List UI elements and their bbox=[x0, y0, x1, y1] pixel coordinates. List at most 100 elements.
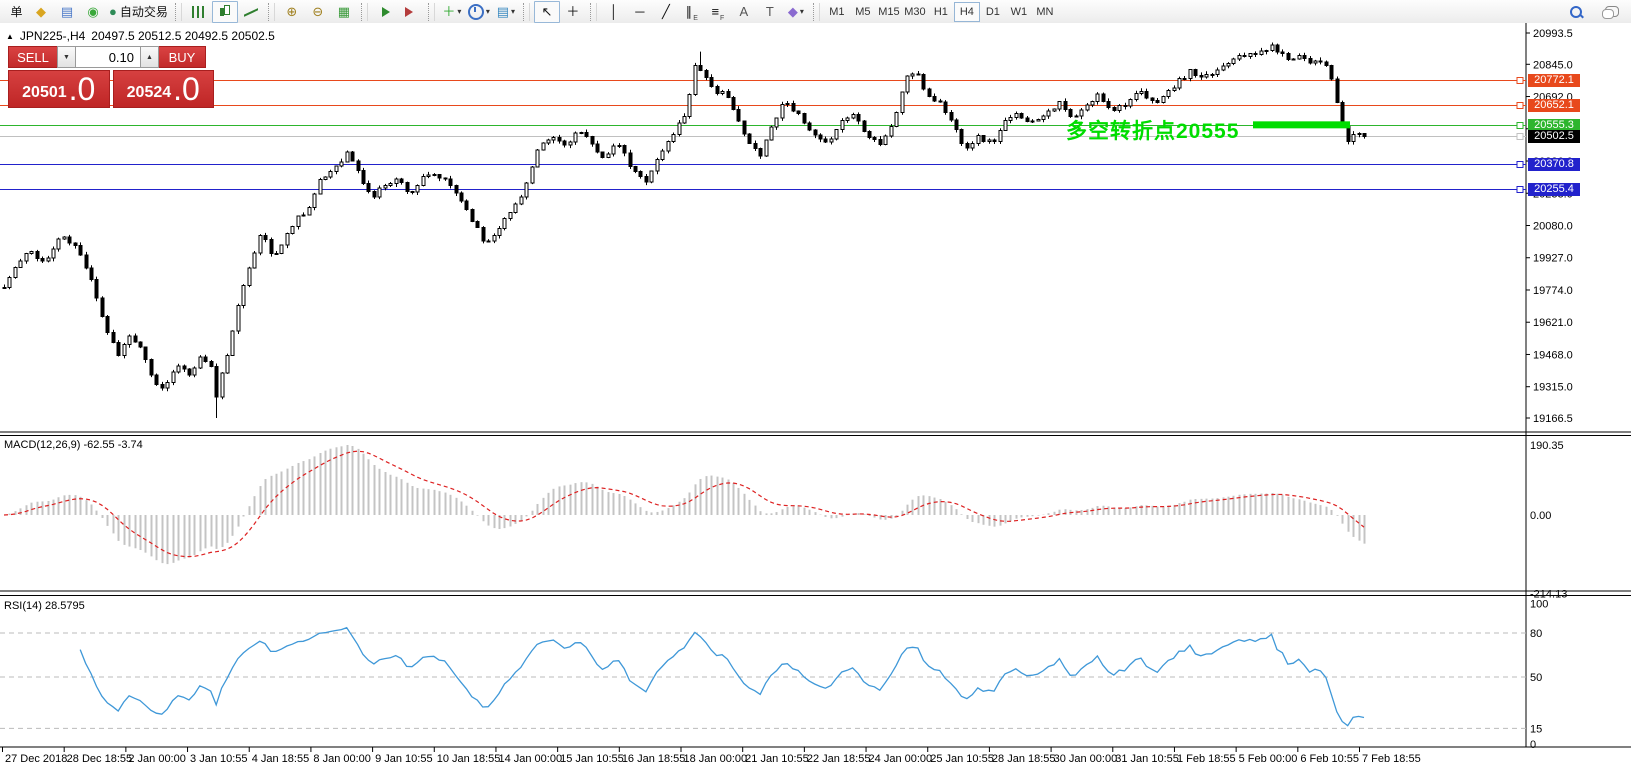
volume-up-button[interactable]: ▲ bbox=[140, 46, 159, 68]
svg-text:0: 0 bbox=[1530, 739, 1536, 751]
svg-text:19774.0: 19774.0 bbox=[1533, 285, 1573, 297]
arrows-button[interactable]: ◆ ▾ bbox=[783, 1, 809, 23]
horizontal-line-button[interactable]: ─ bbox=[627, 1, 653, 23]
timeframe-h1-button[interactable]: H1 bbox=[933, 5, 948, 18]
equidistant-channel-icon: ∥ bbox=[685, 4, 693, 19]
fibonacci-button[interactable]: ≡ F bbox=[705, 1, 731, 23]
alerts-button[interactable]: ◉ bbox=[80, 1, 106, 23]
auto-scroll-icon bbox=[382, 6, 391, 17]
bid-price-box[interactable]: 20501 .0 bbox=[8, 70, 110, 108]
indicators-dropdown-icon[interactable]: ▾ bbox=[457, 7, 462, 16]
svg-text:19927.0: 19927.0 bbox=[1533, 253, 1573, 265]
svg-text:25 Jan 10:55: 25 Jan 10:55 bbox=[930, 753, 994, 765]
ask-price-box[interactable]: 20524 .0 bbox=[112, 70, 214, 108]
chat-button[interactable] bbox=[1599, 1, 1625, 23]
svg-text:18 Jan 00:00: 18 Jan 00:00 bbox=[684, 753, 748, 765]
vertical-line-button[interactable]: │ bbox=[601, 1, 627, 23]
svg-text:19315.0: 19315.0 bbox=[1533, 382, 1573, 394]
text-button[interactable]: A bbox=[731, 1, 757, 23]
collapse-triangle-icon[interactable]: ▲ bbox=[6, 31, 14, 41]
trendline-button[interactable]: ╱ bbox=[653, 1, 679, 23]
macd-histogram bbox=[8, 445, 1366, 565]
crosshair-button[interactable]: ＋ bbox=[560, 1, 586, 23]
macd-signal-line bbox=[3, 450, 1365, 558]
indicators-button[interactable]: ＋ ▾ bbox=[439, 1, 465, 23]
svg-text:3 Jan 10:55: 3 Jan 10:55 bbox=[190, 753, 248, 765]
metaeditor-icon: ◆ bbox=[36, 4, 46, 19]
svg-text:27 Dec 2018: 27 Dec 2018 bbox=[5, 753, 67, 765]
chat-icon bbox=[1602, 6, 1619, 19]
timeframe-m5-button[interactable]: M5 bbox=[855, 5, 871, 18]
timeframe-m15-button[interactable]: M15 bbox=[878, 5, 900, 18]
new-order-button[interactable]: 单 bbox=[2, 1, 28, 23]
svg-text:20845.0: 20845.0 bbox=[1533, 59, 1573, 71]
auto-scroll-button[interactable] bbox=[372, 1, 398, 23]
svg-text:5 Feb 00:00: 5 Feb 00:00 bbox=[1239, 753, 1298, 765]
svg-text:28 Jan 18:55: 28 Jan 18:55 bbox=[992, 753, 1056, 765]
bar-chart-button[interactable] bbox=[186, 1, 212, 23]
svg-text:20080.0: 20080.0 bbox=[1533, 221, 1573, 233]
svg-text:0.00: 0.00 bbox=[1530, 510, 1551, 522]
metaeditor-button[interactable]: ◆ bbox=[28, 1, 54, 23]
level-price-label: 20555.3 bbox=[1528, 119, 1580, 132]
buy-button[interactable]: BUY bbox=[159, 46, 206, 68]
arrows-dropdown-icon[interactable]: ▾ bbox=[799, 7, 804, 16]
templates-dropdown-icon[interactable]: ▾ bbox=[511, 7, 516, 16]
svg-text:28 Dec 18:55: 28 Dec 18:55 bbox=[67, 753, 132, 765]
zoom-out-icon: ⊖ bbox=[312, 4, 324, 19]
sell-button[interactable]: SELL bbox=[8, 46, 57, 68]
ask-price-fraction: .0 bbox=[173, 71, 200, 107]
search-icon bbox=[1570, 5, 1582, 18]
horizontal-level-lines bbox=[0, 77, 1526, 193]
chart-shift-button[interactable] bbox=[398, 1, 424, 23]
svg-text:100: 100 bbox=[1530, 599, 1548, 611]
current-price-label: 20502.5 bbox=[1528, 130, 1580, 143]
turning-point-highlight-bar[interactable] bbox=[1253, 121, 1350, 129]
periods-dropdown-icon[interactable]: ▾ bbox=[485, 7, 490, 16]
svg-text:19468.0: 19468.0 bbox=[1533, 349, 1573, 361]
autotrading-button[interactable]: ● 自动交易 bbox=[106, 1, 171, 23]
time-axis[interactable]: 27 Dec 2018 28 Dec 18:552 Jan 00:00 3 Jan … bbox=[2, 747, 1421, 765]
chart-window[interactable]: 20993.520845.020692.020539.020386.020233… bbox=[0, 23, 1631, 774]
macd-indicator-label: MACD(12,26,9) -62.55 -3.74 bbox=[4, 439, 143, 451]
svg-text:21 Jan 10:55: 21 Jan 10:55 bbox=[745, 753, 809, 765]
templates-button[interactable]: ▤ ▾ bbox=[493, 1, 519, 23]
zoom-in-button[interactable]: ⊕ bbox=[279, 1, 305, 23]
periods-button[interactable]: ▾ bbox=[465, 1, 493, 23]
volume-down-button[interactable]: ▼ bbox=[57, 46, 76, 68]
toolbar-separator bbox=[427, 2, 435, 21]
volume-input[interactable]: 0.10 bbox=[76, 46, 140, 68]
svg-text:10 Jan 18:55: 10 Jan 18:55 bbox=[437, 753, 501, 765]
svg-text:19166.5: 19166.5 bbox=[1533, 413, 1573, 425]
timeframe-m30-button[interactable]: M30 bbox=[904, 5, 926, 18]
equidistant-channel-button[interactable]: ∥ E bbox=[679, 1, 705, 23]
arrows-icon: ◆ bbox=[787, 4, 798, 19]
timeframe-w1-button[interactable]: W1 bbox=[1010, 5, 1028, 18]
templates-icon: ▤ bbox=[496, 4, 510, 19]
zoom-out-button[interactable]: ⊖ bbox=[305, 1, 331, 23]
turning-point-annotation[interactable]: 多空转折点20555 bbox=[1066, 120, 1240, 143]
svg-text:4 Jan 18:55: 4 Jan 18:55 bbox=[252, 753, 310, 765]
timeframe-m1-button[interactable]: M1 bbox=[829, 5, 845, 18]
cursor-button[interactable]: ↖ bbox=[533, 0, 560, 23]
candlestick-chart-button[interactable] bbox=[211, 0, 238, 23]
svg-text:7 Feb 18:55: 7 Feb 18:55 bbox=[1362, 753, 1421, 765]
timeframe-mn-button[interactable]: MN bbox=[1036, 5, 1054, 18]
svg-text:9 Jan 10:55: 9 Jan 10:55 bbox=[375, 753, 433, 765]
bar-chart-icon bbox=[192, 5, 206, 18]
periods-icon bbox=[467, 3, 484, 20]
toolbar-separator bbox=[267, 2, 275, 21]
crosshair-icon: ＋ bbox=[566, 4, 580, 19]
chart-title: ▲ JPN225-,H4 20497.5 20512.5 20492.5 205… bbox=[6, 29, 275, 43]
svg-text:22 Jan 18:55: 22 Jan 18:55 bbox=[807, 753, 871, 765]
candlestick-chart-icon bbox=[218, 5, 232, 18]
new-order-label: 单 bbox=[10, 5, 23, 19]
timeframe-h4-button[interactable]: H4 bbox=[953, 1, 980, 22]
text-label-button[interactable]: T bbox=[757, 1, 783, 23]
tile-windows-button[interactable]: ▦ bbox=[331, 1, 357, 23]
market-watch-button[interactable]: ▤ bbox=[54, 1, 80, 23]
search-button[interactable] bbox=[1563, 1, 1589, 23]
timeframe-d1-button[interactable]: D1 bbox=[985, 5, 1000, 18]
